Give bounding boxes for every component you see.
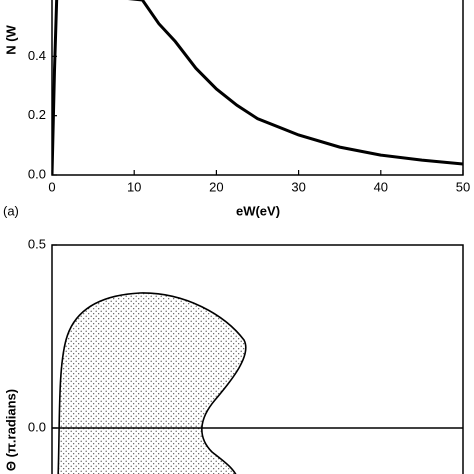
y-axis-label: Θ (π.radians) [3, 389, 18, 471]
y-tick-label: 0.4 [28, 48, 46, 63]
x-tick-label: 30 [291, 179, 305, 194]
x-tick-label: 0 [48, 179, 55, 194]
y-tick-label: 0.5 [28, 236, 46, 251]
y-tick-label: 0.2 [28, 107, 46, 122]
plot-area [52, 0, 463, 176]
bottom-frame [51, 244, 464, 474]
y-tick-label: 0.0 [28, 166, 46, 181]
axes [51, 0, 464, 474]
x-tick-label: 20 [209, 179, 223, 194]
y-tick-label: 0.0 [28, 419, 46, 434]
x-tick-label: 50 [456, 179, 470, 194]
x-tick-label: 40 [374, 179, 388, 194]
curve [52, 0, 463, 176]
y-axis-label: N (W [3, 24, 18, 54]
panel-label: (a) [3, 203, 19, 218]
x-tick-label: 10 [127, 179, 141, 194]
stability-region [57, 292, 247, 474]
top-frame [51, 0, 464, 176]
x-axis-label: eW(eV) [236, 203, 280, 218]
